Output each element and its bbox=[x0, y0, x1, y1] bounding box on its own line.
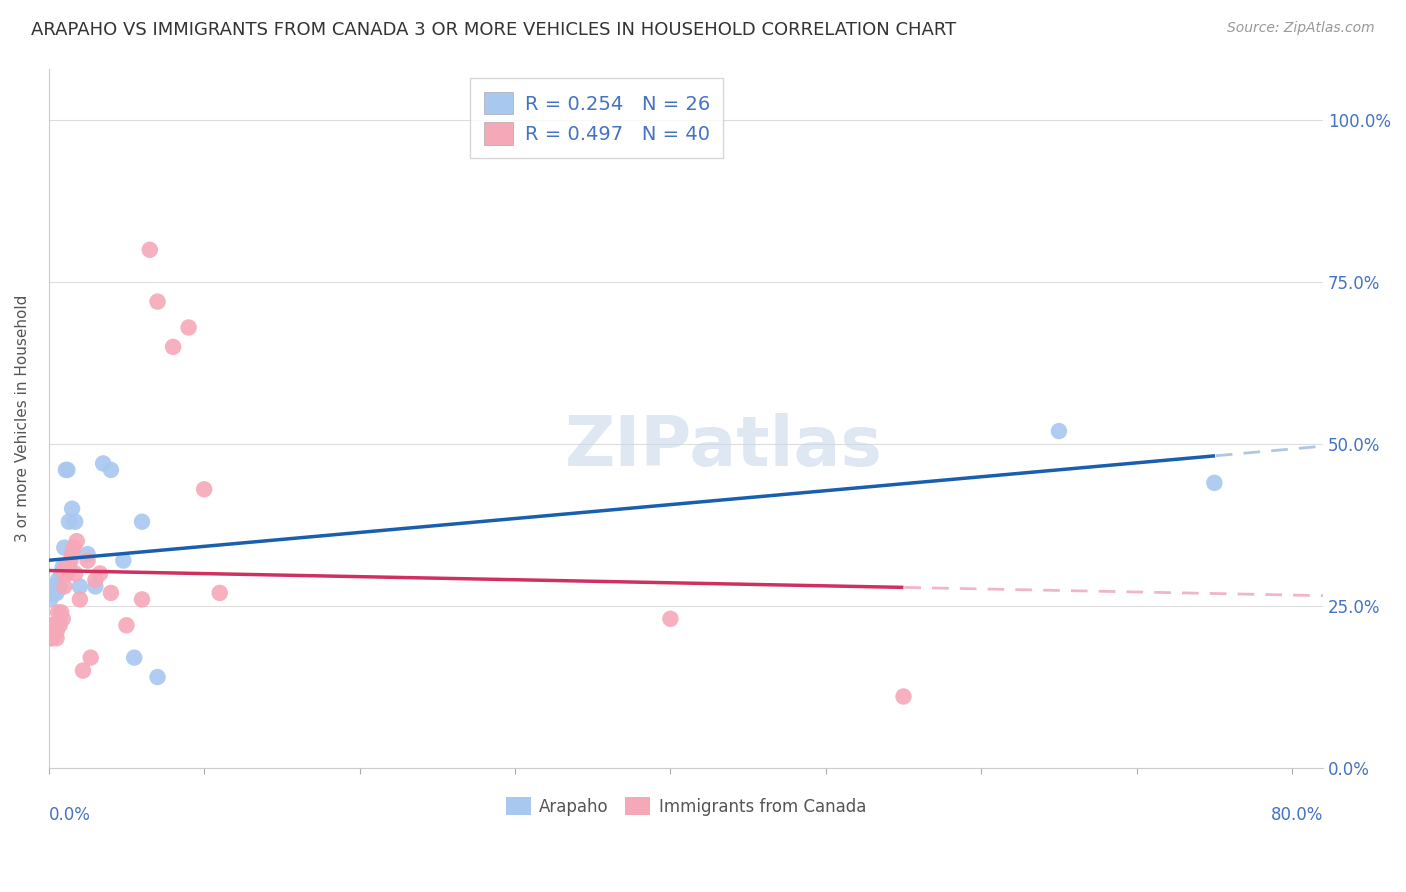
Point bbox=[69, 579, 91, 593]
Point bbox=[84, 573, 107, 587]
Point bbox=[115, 618, 138, 632]
Point bbox=[55, 463, 77, 477]
Point bbox=[59, 553, 82, 567]
Point bbox=[46, 573, 69, 587]
Point bbox=[52, 560, 75, 574]
Point bbox=[208, 586, 231, 600]
Point bbox=[122, 650, 145, 665]
Point bbox=[69, 592, 91, 607]
Text: Source: ZipAtlas.com: Source: ZipAtlas.com bbox=[1227, 21, 1375, 35]
Point bbox=[39, 631, 62, 645]
Point bbox=[53, 566, 76, 581]
Point bbox=[63, 515, 86, 529]
Point bbox=[39, 624, 62, 639]
Text: 80.0%: 80.0% bbox=[1271, 806, 1323, 824]
Point bbox=[1047, 424, 1070, 438]
Point bbox=[42, 579, 65, 593]
Point bbox=[60, 501, 83, 516]
Legend: Arapaho, Immigrants from Canada: Arapaho, Immigrants from Canada bbox=[499, 791, 873, 822]
Point bbox=[893, 690, 915, 704]
Point bbox=[131, 592, 153, 607]
Point bbox=[91, 457, 114, 471]
Point bbox=[51, 566, 73, 581]
Point bbox=[42, 618, 65, 632]
Point bbox=[84, 579, 107, 593]
Point bbox=[139, 243, 162, 257]
Point bbox=[41, 631, 63, 645]
Point bbox=[1204, 475, 1226, 490]
Point bbox=[41, 586, 63, 600]
Point bbox=[55, 560, 77, 574]
Point bbox=[45, 631, 67, 645]
Point bbox=[46, 605, 69, 619]
Point bbox=[76, 547, 98, 561]
Point bbox=[58, 515, 80, 529]
Point bbox=[80, 650, 103, 665]
Point bbox=[193, 483, 215, 497]
Point bbox=[53, 579, 76, 593]
Point bbox=[60, 547, 83, 561]
Point bbox=[112, 553, 135, 567]
Point bbox=[66, 534, 89, 549]
Point bbox=[45, 624, 67, 639]
Text: ZIPatlas: ZIPatlas bbox=[565, 413, 883, 480]
Point bbox=[44, 586, 66, 600]
Point bbox=[56, 566, 79, 581]
Point bbox=[52, 612, 75, 626]
Point bbox=[76, 553, 98, 567]
Point bbox=[45, 586, 67, 600]
Text: ARAPAHO VS IMMIGRANTS FROM CANADA 3 OR MORE VEHICLES IN HOUSEHOLD CORRELATION CH: ARAPAHO VS IMMIGRANTS FROM CANADA 3 OR M… bbox=[31, 21, 956, 38]
Point bbox=[56, 463, 79, 477]
Text: 0.0%: 0.0% bbox=[49, 806, 90, 824]
Point bbox=[39, 592, 62, 607]
Point bbox=[42, 624, 65, 639]
Point bbox=[44, 618, 66, 632]
Point bbox=[62, 541, 84, 555]
Point bbox=[146, 294, 169, 309]
Point bbox=[63, 566, 86, 581]
Point bbox=[53, 541, 76, 555]
Y-axis label: 3 or more Vehicles in Household: 3 or more Vehicles in Household bbox=[15, 294, 30, 541]
Point bbox=[100, 463, 122, 477]
Point bbox=[72, 664, 94, 678]
Point bbox=[146, 670, 169, 684]
Point bbox=[51, 605, 73, 619]
Point bbox=[48, 618, 70, 632]
Point bbox=[131, 515, 153, 529]
Point bbox=[162, 340, 184, 354]
Point bbox=[177, 320, 200, 334]
Point bbox=[48, 579, 70, 593]
Point bbox=[41, 618, 63, 632]
Point bbox=[659, 612, 682, 626]
Point bbox=[100, 586, 122, 600]
Point bbox=[89, 566, 111, 581]
Point bbox=[58, 560, 80, 574]
